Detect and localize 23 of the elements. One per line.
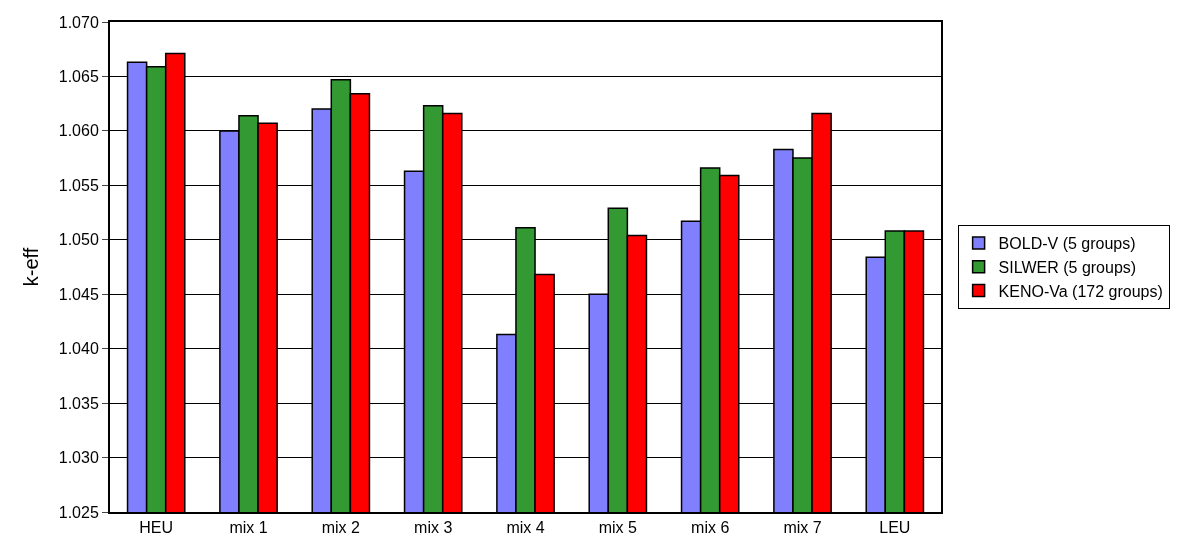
x-tick-label: LEU: [879, 519, 911, 537]
x-tick-label: mix 4: [506, 519, 545, 537]
y-tick-label: 1.045: [58, 285, 99, 303]
x-tick-label: mix 1: [229, 519, 268, 537]
y-tick-label: 1.035: [58, 394, 99, 412]
legend-label: BOLD-V (5 groups): [998, 235, 1136, 253]
y-tick-label: 1.060: [58, 122, 99, 140]
legend-label: SILWER (5 groups): [998, 258, 1137, 276]
x-tick-label: mix 3: [414, 519, 453, 537]
y-tick-label: 1.030: [58, 449, 99, 467]
x-tick-label: mix 5: [598, 519, 638, 537]
x-tick-label: mix 7: [783, 519, 822, 537]
y-tick-label: 1.065: [58, 68, 99, 86]
x-tick-label: mix 6: [691, 519, 730, 537]
y-tick-label: 1.070: [58, 13, 99, 31]
y-tick-label: 1.040: [58, 340, 99, 358]
y-tick-label: 1.025: [58, 503, 99, 521]
x-tick-label: mix 2: [321, 519, 361, 537]
y-tick-label: 1.055: [58, 176, 99, 194]
y-axis-title: k-eff: [19, 247, 42, 287]
x-tick-label: HEU: [139, 519, 174, 537]
y-tick-label: 1.050: [58, 231, 99, 249]
legend-label: KENO-Va (172 groups): [998, 282, 1163, 300]
